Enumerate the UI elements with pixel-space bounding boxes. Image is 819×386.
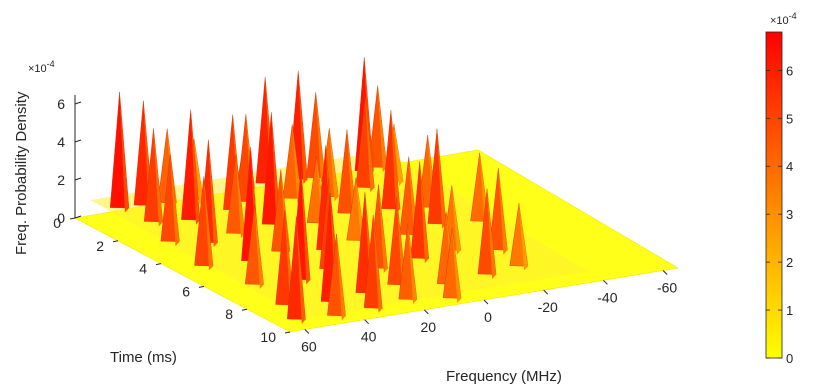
- x-tick-label: 0: [484, 309, 492, 325]
- y-tick-label: 8: [225, 306, 233, 322]
- surface-peak-face: [292, 124, 302, 204]
- x-tick-mark: [603, 279, 608, 285]
- y-tick-label: 0: [53, 215, 61, 231]
- surface-peak-face: [364, 57, 374, 176]
- y-tick-mark: [198, 285, 205, 288]
- z-tick-label: 4: [57, 134, 65, 150]
- surface-peak-face: [518, 203, 528, 271]
- x-tick-label: 20: [421, 319, 437, 335]
- colorbar: 0 1 2 3 4 5 6 ×10-4: [765, 11, 797, 366]
- colorbar-tick-label: 4: [786, 159, 793, 174]
- surface-peak-face: [436, 128, 447, 229]
- x-tick-mark: [543, 289, 549, 295]
- surface-peak-face: [296, 216, 306, 325]
- surface-peak-face: [373, 214, 383, 313]
- surface-peak-face: [153, 128, 163, 227]
- surface-peak-face: [365, 96, 375, 193]
- y-tick-mark: [155, 263, 162, 266]
- surface-peak-face: [419, 161, 429, 264]
- x-tick-label: 60: [301, 339, 317, 355]
- surface-peak-face: [170, 153, 180, 247]
- y-tick-mark: [112, 240, 119, 243]
- surface-peak-face: [208, 139, 218, 248]
- colorbar-tick-label: 6: [786, 63, 793, 78]
- z-tick-mark: [74, 215, 82, 219]
- surface-plot: [74, 57, 679, 333]
- y-tick-label: 6: [182, 283, 190, 299]
- z-tick-label: 6: [57, 96, 65, 112]
- surface-peak-face: [119, 91, 129, 213]
- surface-peak-face: [452, 227, 462, 303]
- colorbar-tick-label: 3: [786, 207, 793, 222]
- colorbar-tick-label: 1: [786, 303, 793, 318]
- x-tick-mark: [483, 299, 489, 305]
- z-tick-mark: [74, 177, 82, 181]
- y-tick-label: 2: [96, 238, 104, 254]
- surface-peak-face: [377, 85, 387, 173]
- x-tick-mark: [304, 329, 310, 334]
- z-tick-mark: [74, 139, 82, 143]
- y-tick-mark: [69, 217, 76, 220]
- surface-peak-face: [498, 168, 508, 255]
- colorbar-gradient: [765, 31, 783, 359]
- surface-peak-face: [336, 233, 346, 321]
- z-tick-mark: [74, 101, 82, 105]
- surface-peak-face: [194, 138, 204, 205]
- surface-peak-face: [378, 184, 388, 273]
- colorbar-tick-label: 2: [786, 255, 793, 270]
- surface-peak-face: [235, 155, 245, 239]
- surface-active-band: [90, 150, 589, 319]
- surface-peak-face: [190, 109, 200, 225]
- surface-peak-face: [203, 176, 214, 271]
- x-tick-label: 40: [361, 329, 377, 345]
- surface-peak-face: [315, 92, 326, 183]
- z-axis-multiplier: ×10-4: [28, 59, 55, 75]
- surface-peak-face: [254, 204, 264, 290]
- x-tick-label: -60: [657, 279, 677, 295]
- surface-peak-face: [300, 167, 311, 285]
- y-tick-label: 4: [139, 261, 147, 277]
- surface-peak-face: [451, 185, 461, 255]
- x-tick-mark: [423, 309, 429, 315]
- x-tick-mark: [364, 319, 369, 325]
- x-axis-label: Frequency (MHz): [446, 368, 562, 385]
- surface-peak-face: [329, 128, 339, 202]
- z-tick-label: 2: [57, 172, 65, 188]
- x-tick-label: -40: [597, 289, 617, 305]
- z-tick-label: 0: [57, 210, 65, 226]
- y-tick-label: 10: [260, 329, 276, 345]
- surface-peak-face: [280, 169, 291, 257]
- x-tick-label: -20: [538, 299, 558, 315]
- surface-peak-face: [407, 223, 417, 305]
- colorbar-tick-label: 5: [786, 111, 793, 126]
- surface-peak-face: [390, 110, 401, 214]
- colorbar-tick-label: 0: [786, 351, 793, 366]
- surface-peak-face: [298, 70, 308, 184]
- y-axis-label: Time (ms): [110, 349, 177, 366]
- colorbar-ticks: 0 1 2 3 4 5 6: [766, 63, 793, 366]
- y-tick-mark: [241, 308, 248, 311]
- x-tick-mark: [662, 270, 668, 275]
- surface-peak-face: [393, 124, 404, 187]
- y-tick-mark: [284, 331, 291, 334]
- z-axis-label: Freq. Probability Density: [13, 91, 30, 255]
- colorbar-multiplier: ×10-4: [770, 11, 797, 27]
- surface-peak-face: [487, 188, 497, 280]
